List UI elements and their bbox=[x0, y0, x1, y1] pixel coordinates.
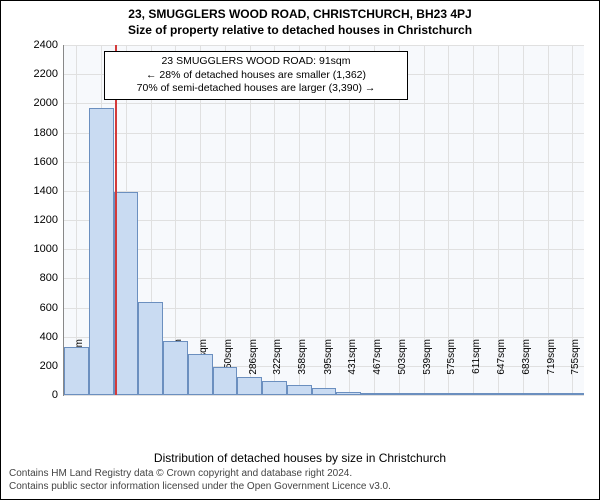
histogram-bar bbox=[237, 377, 262, 395]
title-line-1: 23, SMUGGLERS WOOD ROAD, CHRISTCHURCH, B… bbox=[1, 7, 599, 23]
ytick-label: 200 bbox=[40, 360, 64, 372]
histogram-bar bbox=[89, 108, 114, 395]
ytick-label: 1600 bbox=[34, 156, 64, 168]
title-line-2: Size of property relative to detached ho… bbox=[1, 23, 599, 39]
ytick-label: 1400 bbox=[34, 185, 64, 197]
ytick-label: 1200 bbox=[34, 214, 64, 226]
plot-area: 0200400600800100012001400160018002000220… bbox=[63, 45, 584, 396]
xtick-label: 719sqm bbox=[546, 339, 557, 399]
histogram-bar bbox=[163, 341, 188, 395]
histogram-bar bbox=[534, 393, 559, 395]
histogram-bar bbox=[510, 393, 535, 395]
title-block: 23, SMUGGLERS WOOD ROAD, CHRISTCHURCH, B… bbox=[1, 1, 599, 38]
histogram-bar bbox=[361, 393, 386, 395]
histogram-bar bbox=[138, 302, 163, 395]
histogram-bar bbox=[435, 393, 460, 395]
credits: Contains HM Land Registry data © Crown c… bbox=[9, 468, 391, 493]
xtick-label: 575sqm bbox=[446, 339, 457, 399]
histogram-bar bbox=[312, 388, 337, 395]
ytick-label: 0 bbox=[52, 389, 64, 401]
ytick-label: 2200 bbox=[34, 68, 64, 80]
histogram-bar bbox=[386, 393, 411, 395]
property-annotation: 23 SMUGGLERS WOOD ROAD: 91sqm ← 28% of d… bbox=[104, 51, 408, 100]
ytick-label: 400 bbox=[40, 331, 64, 343]
xtick-label: 539sqm bbox=[422, 339, 433, 399]
histogram-bar bbox=[262, 381, 287, 395]
ytick-label: 1800 bbox=[34, 127, 64, 139]
histogram-bar bbox=[460, 393, 485, 395]
histogram-bar bbox=[287, 385, 312, 395]
figure: 23, SMUGGLERS WOOD ROAD, CHRISTCHURCH, B… bbox=[0, 0, 600, 500]
xtick-label: 647sqm bbox=[496, 339, 507, 399]
histogram-bar bbox=[336, 392, 361, 395]
histogram-bar bbox=[485, 393, 510, 395]
histogram-bar bbox=[411, 393, 436, 395]
chart-area: Number of detached properties 0200400600… bbox=[1, 41, 599, 449]
xtick-label: 683sqm bbox=[521, 339, 532, 399]
ytick-label: 2400 bbox=[34, 39, 64, 51]
credits-line-1: Contains HM Land Registry data © Crown c… bbox=[9, 468, 391, 481]
histogram-bar bbox=[188, 354, 213, 395]
histogram-bar bbox=[213, 367, 238, 395]
credits-line-2: Contains public sector information licen… bbox=[9, 481, 391, 494]
annotation-line-3: 70% of semi-detached houses are larger (… bbox=[111, 82, 401, 96]
ytick-label: 600 bbox=[40, 302, 64, 314]
xtick-label: 467sqm bbox=[372, 339, 383, 399]
histogram-bar bbox=[559, 393, 584, 395]
histogram-bar bbox=[114, 192, 139, 395]
histogram-bar bbox=[64, 347, 89, 395]
annotation-line-1: 23 SMUGGLERS WOOD ROAD: 91sqm bbox=[111, 55, 401, 69]
xtick-label: 431sqm bbox=[347, 339, 358, 399]
xtick-label: 755sqm bbox=[570, 339, 581, 399]
xtick-label: 503sqm bbox=[397, 339, 408, 399]
ytick-label: 1000 bbox=[34, 243, 64, 255]
ytick-label: 2000 bbox=[34, 97, 64, 109]
x-axis-label: Distribution of detached houses by size … bbox=[1, 451, 599, 465]
xtick-label: 611sqm bbox=[471, 339, 482, 399]
ytick-label: 800 bbox=[40, 272, 64, 284]
annotation-line-2: ← 28% of detached houses are smaller (1,… bbox=[111, 69, 401, 83]
